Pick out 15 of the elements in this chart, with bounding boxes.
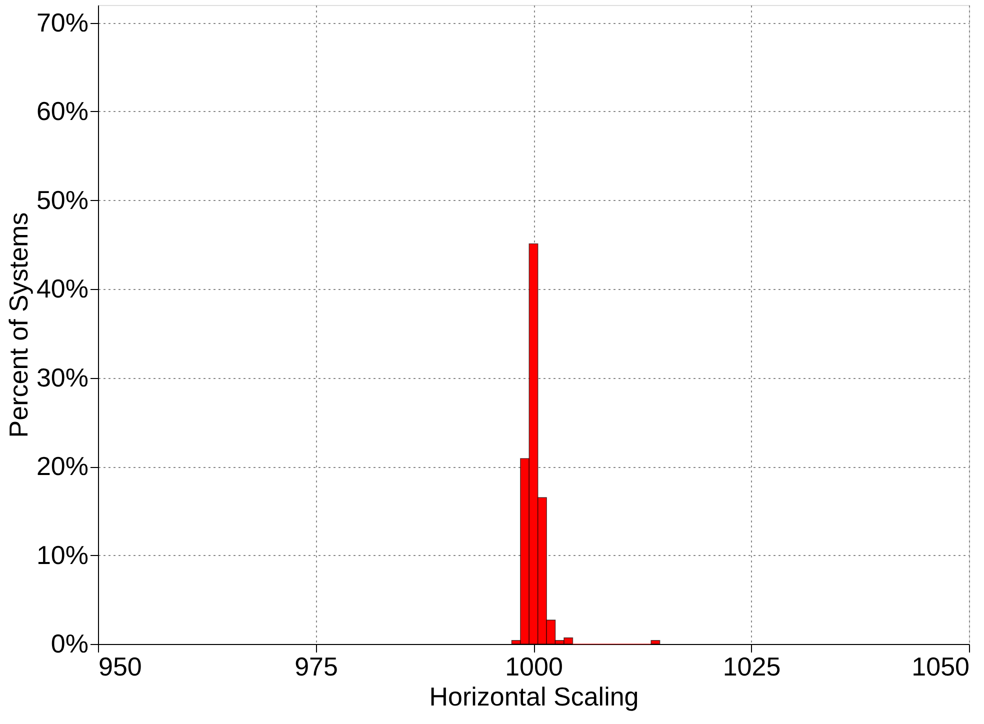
x-tick-label: 1025: [722, 652, 781, 682]
y-axis-title: Percent of Systems: [3, 212, 34, 438]
y-tick-label: 0%: [50, 628, 88, 658]
x-tick-label: 1050: [912, 652, 970, 682]
y-tick-label: 40%: [36, 274, 88, 304]
x-tick-label: 975: [294, 652, 338, 682]
x-axis-title: Horizontal Scaling: [429, 682, 639, 712]
y-tick-label: 30%: [36, 362, 88, 392]
y-tick-label: 60%: [36, 96, 88, 126]
x-tick-label: 950: [98, 652, 142, 682]
x-tick-label: 1000: [505, 652, 563, 682]
y-tick-label: 70%: [36, 7, 88, 38]
y-tick-label: 50%: [36, 184, 88, 215]
y-tick-label: 10%: [36, 540, 88, 570]
y-tick-label: 20%: [36, 451, 88, 481]
